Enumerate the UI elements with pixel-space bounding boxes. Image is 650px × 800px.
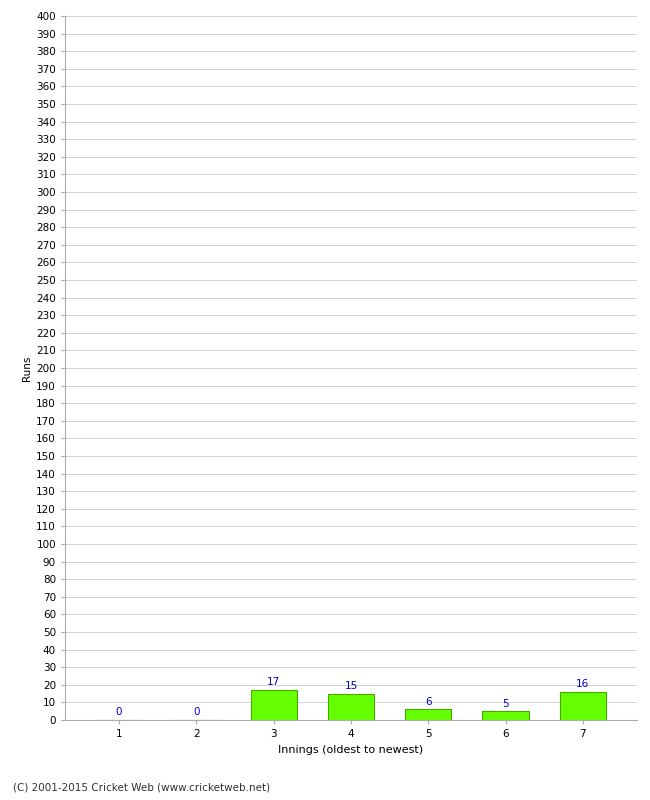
Bar [560, 692, 606, 720]
Text: 15: 15 [344, 681, 358, 691]
Bar [405, 710, 452, 720]
X-axis label: Innings (oldest to newest): Innings (oldest to newest) [278, 745, 424, 754]
Bar [250, 690, 297, 720]
Text: 6: 6 [425, 697, 432, 707]
Text: 16: 16 [577, 679, 590, 690]
Y-axis label: Runs: Runs [22, 355, 32, 381]
Bar [328, 694, 374, 720]
Text: (C) 2001-2015 Cricket Web (www.cricketweb.net): (C) 2001-2015 Cricket Web (www.cricketwe… [13, 782, 270, 792]
Text: 5: 5 [502, 698, 509, 709]
Text: 0: 0 [193, 707, 200, 718]
Text: 17: 17 [267, 678, 280, 687]
Text: 0: 0 [116, 707, 122, 718]
Bar [482, 711, 529, 720]
